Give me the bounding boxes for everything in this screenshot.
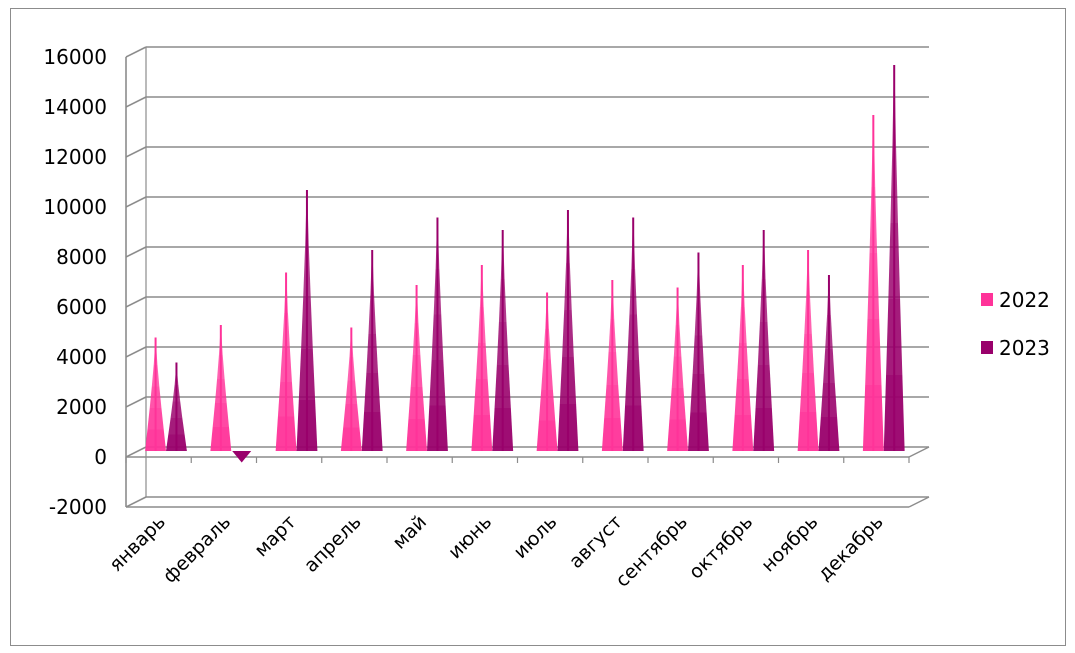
- y-tick-label: 4000: [56, 345, 107, 369]
- x-tick-label: август: [565, 511, 627, 573]
- y-axis-ticks: -2000 0 2000 4000 6000 8000 10000 12000 14000 160…: [43, 45, 107, 519]
- legend-swatch: [981, 293, 993, 306]
- bars: [145, 65, 905, 463]
- gridline-connector: [125, 496, 147, 508]
- gridline-connector: [125, 146, 147, 158]
- bar-2022-март: [275, 272, 297, 451]
- chart-svg: -2000 0 2000 4000 6000 8000 10000 12000 14000 160…: [43, 45, 1050, 592]
- bar-2023-июнь: [492, 230, 514, 451]
- gridline-connector: [125, 296, 147, 308]
- legend: 2022 2023: [981, 288, 1050, 360]
- bar-segment: [232, 451, 252, 463]
- bar-2022-август: [601, 280, 623, 451]
- base-side-edge: [908, 496, 930, 508]
- bar-2022-май: [406, 285, 428, 451]
- bar-2022-июнь: [471, 265, 493, 451]
- bar-2022-сентябрь: [667, 287, 689, 451]
- gridline-connector: [125, 96, 147, 108]
- gridline-connector: [125, 46, 147, 58]
- bar-2022-ноябрь: [797, 250, 819, 451]
- x-tick-label: октябрь: [685, 511, 758, 584]
- bar-2023-июль: [557, 210, 579, 451]
- floor-side-edge: [908, 446, 930, 458]
- x-tick-label: июнь: [444, 511, 496, 563]
- x-tick-label: март: [250, 511, 300, 561]
- bar-2023-май: [427, 217, 448, 451]
- x-tick-label: апрель: [300, 511, 366, 577]
- y-tick-label: 16000: [43, 45, 107, 69]
- bar-2023-март: [296, 190, 318, 451]
- y-tick-label: 6000: [56, 295, 107, 319]
- bar-2023-январь: [166, 362, 187, 451]
- y-tick-label: 0: [94, 445, 107, 469]
- bar-2022-декабрь: [862, 115, 884, 451]
- bar-2023-август: [622, 217, 644, 451]
- x-tick-label: сентябрь: [611, 511, 692, 592]
- bar-2023-февраль: [232, 451, 252, 463]
- bar-2023-сентябрь: [688, 252, 709, 451]
- bar-2023-апрель: [361, 250, 383, 451]
- y-tick-label: 10000: [43, 195, 107, 219]
- chart-frame: -2000 0 2000 4000 6000 8000 10000 12000 14000 160…: [10, 8, 1066, 646]
- bar-2023-ноябрь: [818, 275, 840, 451]
- gridline-connector: [125, 396, 147, 408]
- gridline-connector: [125, 196, 147, 208]
- x-tick-label: ноябрь: [757, 511, 822, 576]
- legend-swatch: [981, 341, 993, 354]
- legend-label: 2022: [999, 288, 1050, 312]
- y-tick-label: 2000: [56, 395, 107, 419]
- y-tick-label: 8000: [56, 245, 107, 269]
- x-tick-label: январь: [105, 511, 170, 576]
- x-tick-label: июль: [509, 511, 561, 563]
- bar-2022-апрель: [340, 327, 362, 451]
- bar-2022-июль: [536, 292, 558, 451]
- gridline-connector: [125, 246, 147, 258]
- x-tick-label: декабрь: [814, 511, 888, 585]
- bar-2023-октябрь: [753, 230, 775, 451]
- bar-2022-февраль: [210, 325, 232, 451]
- x-tick-label: февраль: [159, 511, 236, 588]
- bar-2022-октябрь: [732, 265, 754, 451]
- y-tick-label: -2000: [49, 495, 107, 519]
- y-tick-label: 14000: [43, 95, 107, 119]
- y-tick-label: 12000: [43, 145, 107, 169]
- legend-label: 2023: [999, 336, 1050, 360]
- bar-2023-декабрь: [883, 65, 905, 451]
- bar-2022-январь: [145, 337, 167, 451]
- gridline-connector: [125, 346, 147, 358]
- x-tick-label: май: [388, 511, 431, 554]
- chart-floor: [125, 446, 930, 508]
- gridline-connector: [125, 446, 147, 458]
